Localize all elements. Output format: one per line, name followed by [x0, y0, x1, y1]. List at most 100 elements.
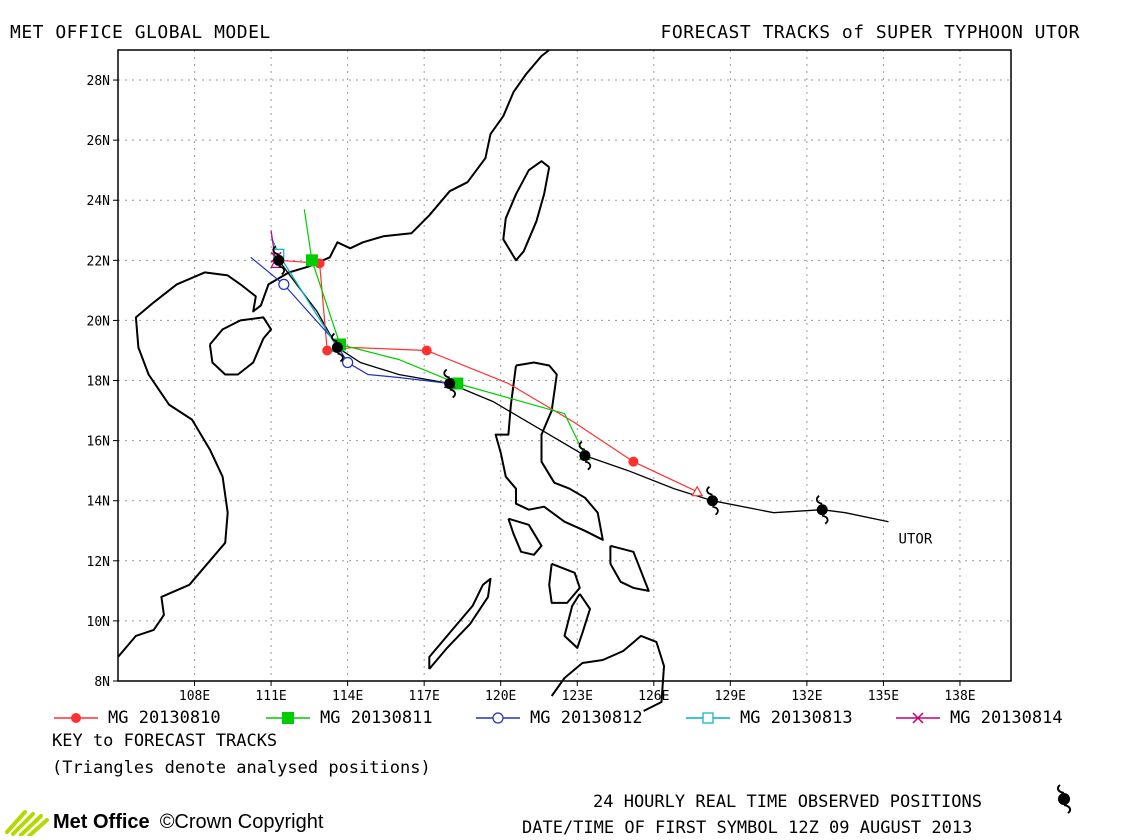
first-symbol-datetime: DATE/TIME OF FIRST SYMBOL 12Z 09 AUGUST … [522, 818, 973, 838]
observed-position-symbol [443, 368, 456, 399]
map-frame [117, 49, 1012, 682]
symbol-core [816, 504, 828, 516]
forecast-track-1 [278, 258, 704, 497]
symbol-core [579, 450, 591, 462]
lon-tick-label: 120E [485, 689, 516, 704]
lon-tick-label: 129E [715, 689, 746, 704]
symbol-arm [706, 485, 713, 496]
forecast-marker [305, 254, 318, 267]
coast-panay [548, 562, 581, 604]
typhoon-symbols [272, 245, 829, 525]
forecast-marker [278, 278, 290, 290]
copyright-text: ©Crown Copyright [159, 810, 324, 833]
axis-ticks: 8N 10N 12N 14N 16N 18N 20N 22N 24N 26N 28N 108E 111E… [87, 74, 976, 704]
lat-tick-label: 18N [87, 375, 110, 390]
lon-tick-label: 111E [255, 689, 286, 704]
lon-tick-label: 123E [562, 689, 593, 704]
coast-samar [609, 544, 650, 592]
lon-tick-label: 138E [944, 689, 975, 704]
symbol-arm [337, 352, 344, 363]
lon-tick-label: 117E [409, 689, 440, 704]
legend-swatch-cyan [686, 712, 730, 724]
met-office-logo-icon [5, 810, 49, 836]
symbol-arm [584, 460, 592, 471]
coast-taiwan [502, 160, 551, 262]
chart-title-left: MET OFFICE GLOBAL MODEL [10, 22, 271, 43]
forecast-marker [628, 456, 639, 467]
observed-positions-note: 24 HOURLY REAL TIME OBSERVED POSITIONS [593, 792, 982, 812]
legend-swatch-red [54, 713, 98, 723]
forecast-marker [342, 356, 354, 369]
analysed-position-triangle [691, 485, 704, 497]
observed-position-symbol [578, 440, 592, 471]
legend-item-mg-20130812: MG 20130812 [474, 708, 643, 728]
legend-label: MG 20130812 [530, 708, 643, 728]
grid-lines [118, 50, 1011, 682]
legend-swatch-magenta [896, 712, 940, 724]
lat-tick-label: 24N [87, 194, 110, 209]
observed-position-symbol [815, 495, 829, 525]
symbol-arm [821, 514, 829, 525]
coast-mindanao [550, 634, 665, 712]
lat-tick-label: 20N [87, 314, 110, 329]
forecast-marker [421, 345, 432, 356]
met-office-logo: Met Office ©Crown Copyright [5, 808, 323, 836]
observed-track-line [278, 259, 889, 523]
legend-label: MG 20130813 [740, 708, 853, 728]
legend-swatch-blue [476, 712, 520, 724]
lon-tick-label: 114E [332, 689, 363, 704]
lat-tick-label: 26N [87, 134, 110, 149]
symbol-core [444, 378, 456, 390]
lat-tick-label: 10N [87, 615, 110, 630]
coast-luzon [494, 361, 604, 541]
forecast-marker [322, 345, 333, 356]
symbol-arm [443, 368, 450, 379]
key-title: KEY to FORECAST TRACKS [52, 731, 278, 751]
coast-hainan [208, 316, 273, 376]
symbol-arm [815, 495, 823, 505]
lon-tick-label: 108E [179, 689, 210, 704]
met-office-brand: Met Office [53, 810, 150, 833]
symbol-arm [449, 388, 456, 399]
legend-label: MG 20130810 [108, 708, 221, 728]
legend-label: MG 20130811 [320, 708, 433, 728]
symbol-arm [272, 245, 279, 256]
lat-tick-label: 16N [87, 435, 110, 450]
lat-tick-label: 14N [87, 495, 110, 510]
coastlines [117, 49, 665, 712]
key-note: (Triangles denote analysed positions) [52, 758, 431, 778]
symbol-arm [278, 265, 286, 276]
legend-item-mg-20130811: MG 20130811 [264, 708, 433, 728]
lon-tick-label: 135E [868, 689, 899, 704]
typhoon-symbol-icon [1056, 784, 1072, 814]
forecast-tracks [250, 209, 704, 497]
lat-tick-label: 28N [87, 74, 110, 89]
symbol-core [331, 341, 343, 353]
symbol-arm [578, 440, 586, 451]
symbol-arm [712, 505, 719, 516]
lat-tick-label: 8N [94, 675, 110, 690]
forecast-track-3 [250, 256, 456, 389]
observed-position-symbol [272, 245, 286, 276]
symbol-core [706, 495, 718, 507]
observed-position-symbol [331, 332, 344, 363]
lat-tick-label: 22N [87, 254, 110, 269]
lon-tick-label: 126E [638, 689, 669, 704]
legend-label: MG 20130814 [950, 708, 1063, 728]
chart-title-right: FORECAST TRACKS of SUPER TYPHOON UTOR [660, 22, 1080, 43]
observed-position-symbol [706, 485, 719, 516]
coast-negros [563, 593, 591, 649]
legend-swatch-green [266, 712, 310, 724]
symbol-core [273, 254, 285, 266]
legend-item-mg-20130813: MG 20130813 [684, 708, 853, 728]
symbol-arm [331, 332, 338, 343]
storm-label: UTOR [899, 532, 933, 548]
lon-tick-label: 132E [791, 689, 822, 704]
coast-china [117, 49, 550, 658]
observed-track [278, 259, 889, 523]
coast-mindoro [507, 517, 543, 556]
legend-item-mg-20130810: MG 20130810 [52, 708, 221, 728]
coast-palawan [428, 577, 492, 670]
legend-item-mg-20130814: MG 20130814 [894, 708, 1063, 728]
